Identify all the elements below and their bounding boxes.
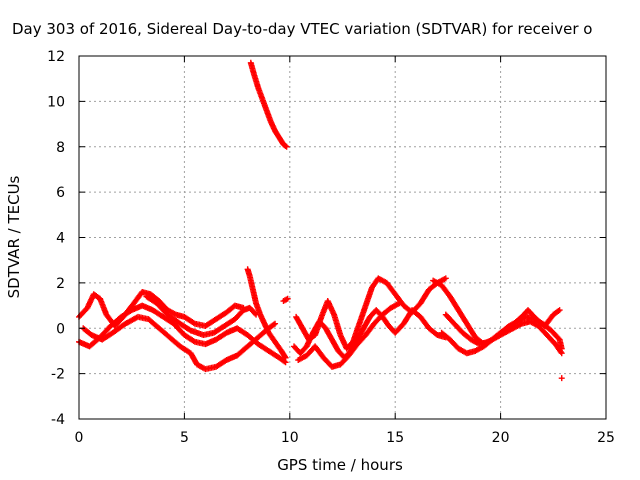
y-tick-label: -4	[51, 412, 65, 428]
data-point	[557, 348, 564, 355]
y-tick-label: 0	[56, 321, 65, 337]
x-tick-label: 25	[597, 430, 615, 446]
data-points	[76, 59, 565, 382]
data-point	[272, 320, 279, 327]
chart-title: Day 303 of 2016, Sidereal Day-to-day VTE…	[12, 20, 592, 38]
y-tick-label: 4	[56, 231, 65, 247]
y-tick-label: 6	[56, 185, 65, 201]
y-tick-label: 2	[56, 276, 65, 292]
data-point	[558, 375, 565, 382]
data-point	[281, 353, 288, 360]
data-point	[396, 300, 403, 307]
x-tick-label: 15	[386, 430, 404, 446]
data-point	[558, 350, 565, 357]
data-point	[556, 307, 563, 314]
axis-ticks: 0 5 10 15 20 25 -4 -2 0 2 4 6 8 10 12	[47, 49, 615, 446]
x-tick-label: 10	[281, 430, 299, 446]
grid	[79, 56, 606, 419]
x-tick-label: 0	[75, 430, 84, 446]
y-tick-label: 12	[47, 49, 65, 65]
data-point	[282, 354, 289, 361]
y-tick-label: 10	[47, 94, 65, 110]
data-point	[270, 321, 277, 328]
x-tick-label: 20	[492, 430, 510, 446]
x-axis-label: GPS time / hours	[277, 456, 403, 474]
data-point	[284, 295, 291, 302]
y-tick-label: 8	[56, 140, 65, 156]
data-point	[555, 308, 562, 315]
data-point	[442, 275, 449, 282]
data-point	[283, 143, 290, 150]
y-axis-label: SDTVAR / TECUs	[5, 175, 23, 298]
x-tick-label: 5	[180, 430, 189, 446]
y-tick-label: -2	[51, 367, 65, 383]
data-point	[282, 142, 289, 149]
